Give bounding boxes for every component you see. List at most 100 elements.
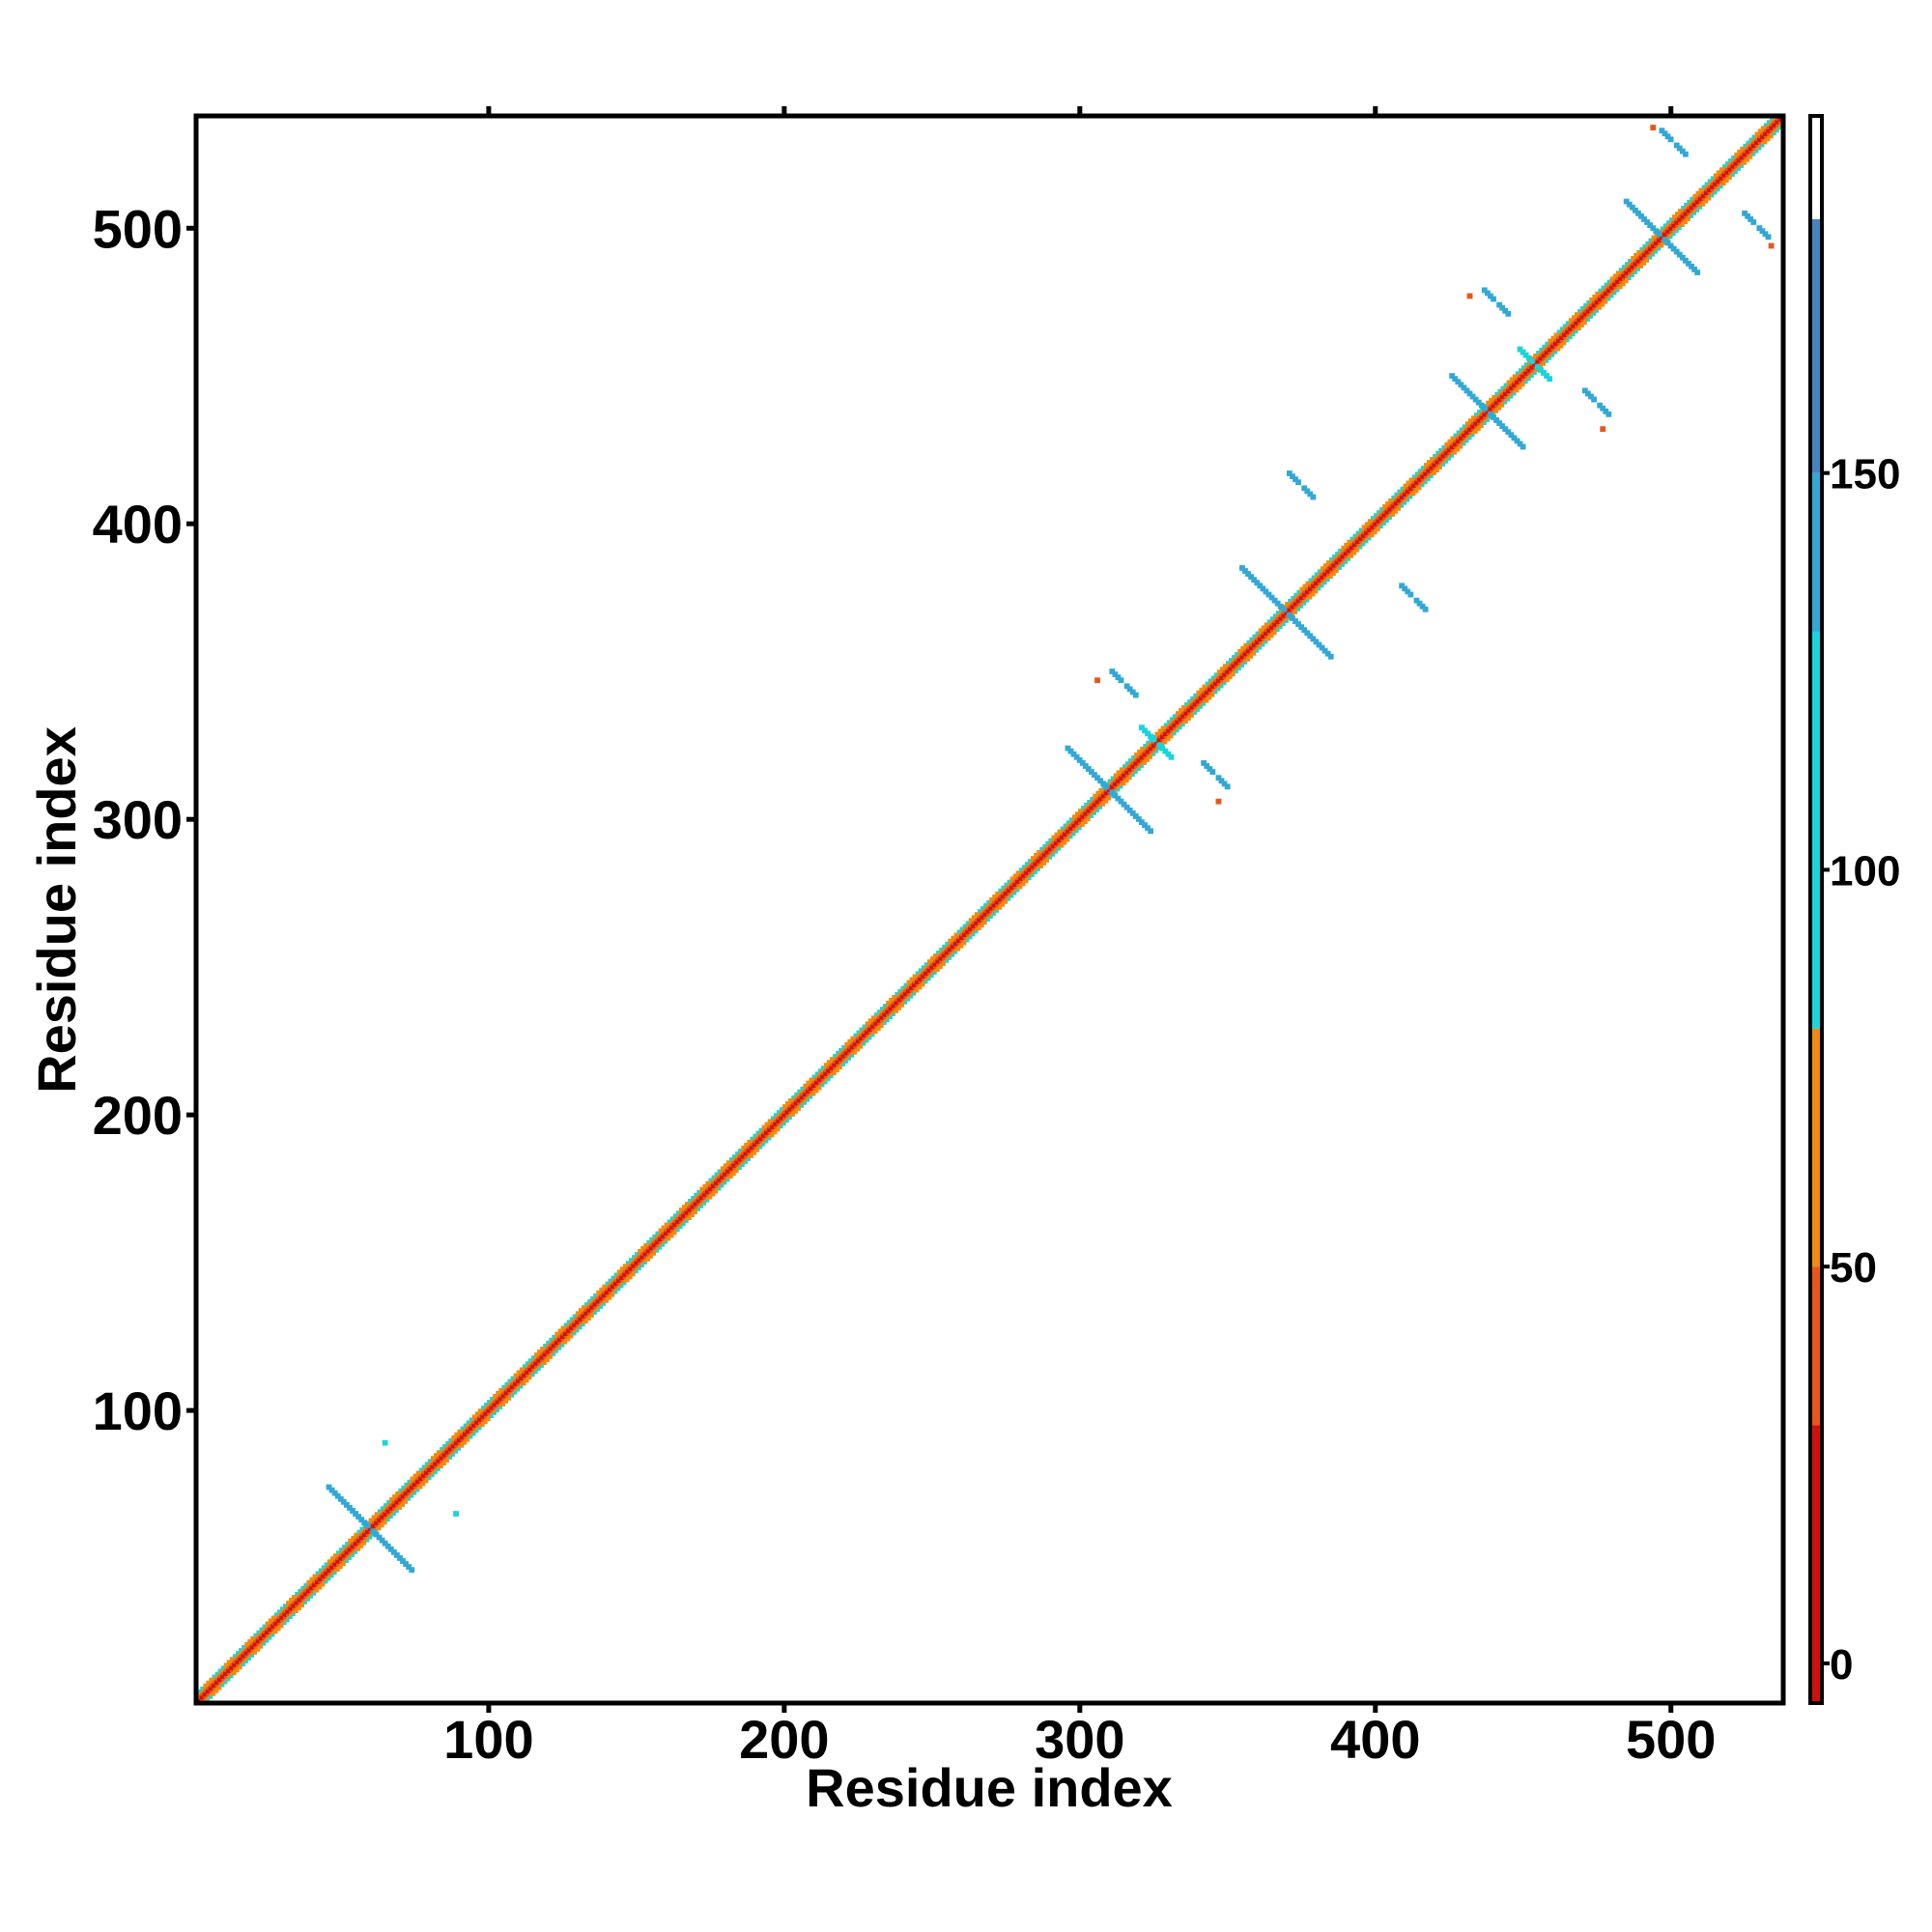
heatmap-cell xyxy=(1694,199,1700,205)
heatmap-cell xyxy=(427,1473,432,1478)
heatmap-cell xyxy=(1754,149,1759,154)
heatmap-cell xyxy=(421,1476,426,1481)
heatmap-cell xyxy=(1388,510,1392,514)
heatmap-cell xyxy=(1509,388,1514,393)
heatmap-cell xyxy=(247,1651,251,1655)
heatmap-cell xyxy=(1509,383,1514,387)
heatmap-cell xyxy=(1769,128,1774,133)
heatmap-cell xyxy=(802,1092,808,1097)
heatmap-cell xyxy=(1682,257,1689,264)
heatmap-cell xyxy=(1381,512,1387,518)
heatmap-cell xyxy=(796,1097,802,1103)
heatmap-cell xyxy=(664,1231,668,1236)
heatmap-cell xyxy=(1441,463,1445,467)
heatmap-cell xyxy=(552,1352,556,1356)
heatmap-cell xyxy=(672,1216,677,1221)
heatmap-cell xyxy=(950,944,955,950)
heatmap-cell xyxy=(1042,843,1046,848)
heatmap-cell xyxy=(1598,302,1603,307)
heatmap-cell xyxy=(1538,367,1544,373)
heatmap-cell xyxy=(217,1671,222,1676)
heatmap-cell xyxy=(451,1440,456,1445)
heatmap-cell xyxy=(616,1278,621,1283)
heatmap-cell xyxy=(1679,254,1686,261)
heatmap-cell xyxy=(1137,767,1141,771)
heatmap-cell xyxy=(1021,865,1026,868)
heatmap-cell xyxy=(1461,384,1467,391)
heatmap-cell xyxy=(1207,687,1212,693)
heatmap-cell xyxy=(616,1272,621,1277)
heatmap-cell xyxy=(242,1645,245,1649)
heatmap-cell xyxy=(1642,249,1647,254)
heatmap-cell xyxy=(1631,259,1634,263)
heatmap-cell xyxy=(1140,764,1144,768)
heatmap-cell xyxy=(1721,182,1726,186)
heatmap-cell xyxy=(1202,702,1207,706)
heatmap-cell xyxy=(543,1343,547,1348)
heatmap-cell xyxy=(936,951,940,954)
heatmap-cell xyxy=(1414,474,1419,479)
heatmap-cell xyxy=(1628,270,1632,274)
heatmap-cell xyxy=(377,1526,382,1531)
heatmap-cell xyxy=(223,1670,229,1676)
heatmap-cell xyxy=(1716,170,1720,174)
heatmap-cell xyxy=(404,1485,409,1490)
heatmap-cell xyxy=(1175,717,1179,721)
heatmap-cell xyxy=(1505,310,1512,317)
heatmap-cell xyxy=(1527,371,1531,376)
heatmap-cell xyxy=(1077,826,1082,831)
heatmap-cell xyxy=(1324,650,1331,657)
heatmap-cell xyxy=(1606,294,1611,298)
heatmap-cell xyxy=(1636,252,1640,257)
heatmap-cell xyxy=(356,1535,361,1540)
heatmap-cell xyxy=(463,1429,468,1434)
heatmap-cell xyxy=(1562,335,1567,340)
heatmap-cell xyxy=(412,1479,417,1484)
heatmap-cell xyxy=(407,1493,412,1498)
heatmap-cell xyxy=(688,1213,692,1217)
heatmap-cell xyxy=(309,1588,314,1593)
heatmap-cell xyxy=(725,1166,730,1171)
heatmap-cell xyxy=(572,1320,577,1324)
heatmap-cell xyxy=(1574,329,1578,334)
heatmap-cell xyxy=(717,1183,722,1188)
heatmap-cell xyxy=(1341,563,1345,567)
heatmap-cell xyxy=(1264,628,1268,633)
heatmap-cell xyxy=(244,1657,248,1661)
heatmap-cell xyxy=(358,1535,364,1541)
heatmap-cell xyxy=(203,1698,208,1702)
heatmap-cell xyxy=(1405,489,1410,495)
heatmap-cell xyxy=(635,1264,639,1268)
heatmap-cell xyxy=(1012,879,1017,884)
heatmap-cell xyxy=(1447,441,1452,446)
heatmap-cell xyxy=(309,1582,314,1587)
heatmap-cell xyxy=(368,1523,373,1528)
heatmap-cell xyxy=(1496,420,1503,426)
heatmap-cell xyxy=(883,1004,887,1008)
heatmap-cell xyxy=(1402,585,1408,592)
heatmap-cell xyxy=(1275,625,1280,630)
heatmap-cell xyxy=(814,1089,819,1094)
heatmap-cell xyxy=(1282,619,1286,624)
heatmap-cell xyxy=(401,1503,406,1507)
heatmap-cell xyxy=(628,1264,633,1268)
heatmap-cell xyxy=(1095,806,1100,810)
heatmap-cell xyxy=(1269,619,1274,624)
heatmap-cell xyxy=(1488,293,1493,299)
heatmap-cell xyxy=(1777,116,1783,122)
heatmap-cell xyxy=(1275,616,1280,620)
heatmap-cell xyxy=(1433,460,1436,464)
heatmap-cell xyxy=(1757,128,1762,133)
heatmap-cell xyxy=(569,1322,574,1327)
heatmap-cell xyxy=(1772,126,1776,130)
heatmap-cell xyxy=(253,1635,258,1640)
heatmap-cell xyxy=(843,1050,849,1056)
heatmap-cell xyxy=(654,1239,660,1245)
heatmap-cell xyxy=(814,1071,819,1076)
heatmap-cell xyxy=(469,1417,473,1422)
heatmap-cell xyxy=(1440,453,1446,459)
heatmap-cell xyxy=(253,1651,258,1655)
heatmap-cell xyxy=(1594,299,1600,305)
heatmap-cell xyxy=(345,1545,349,1548)
heatmap-cell xyxy=(605,1281,610,1286)
